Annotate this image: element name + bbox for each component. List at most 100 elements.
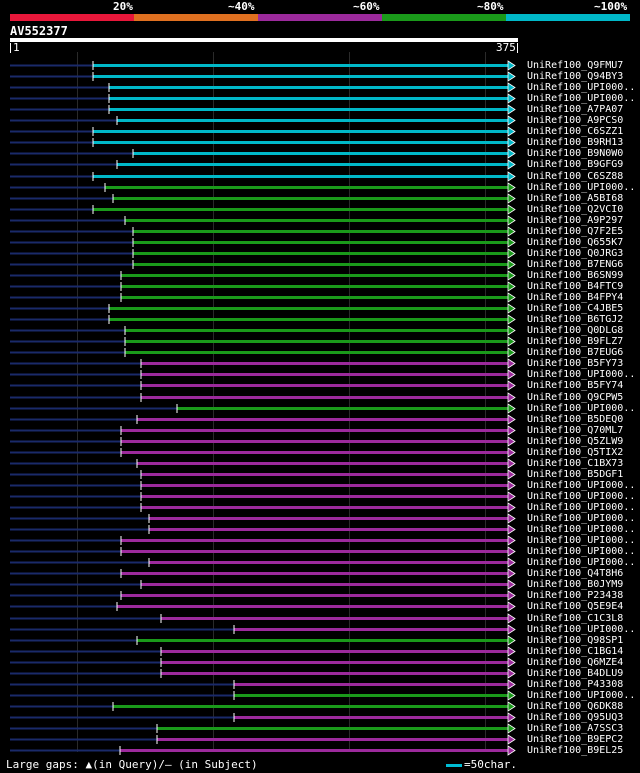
hit-label[interactable]: UniRef100_C4JBE5 bbox=[527, 303, 624, 315]
hit-label[interactable]: UniRef100_Q5TIX2 bbox=[527, 446, 624, 458]
hit-label[interactable]: UniRef100_B7ENG6 bbox=[527, 258, 624, 270]
hit-row[interactable]: UniRef100_Q94BY3 bbox=[0, 71, 640, 82]
hit-row[interactable]: UniRef100_Q655K7 bbox=[0, 237, 640, 248]
hit-label[interactable]: UniRef100_Q95UQ3 bbox=[527, 711, 624, 723]
hit-label[interactable]: UniRef100_A9P297 bbox=[527, 214, 624, 226]
hit-row[interactable]: UniRef100_UPI000.. bbox=[0, 557, 640, 568]
hit-row[interactable]: UniRef100_UPI000.. bbox=[0, 535, 640, 546]
hit-label[interactable]: UniRef100_UPI000.. bbox=[527, 402, 636, 414]
hit-label[interactable]: UniRef100_Q98SP1 bbox=[527, 634, 624, 646]
hit-row[interactable]: UniRef100_UPI000.. bbox=[0, 480, 640, 491]
hit-label[interactable]: UniRef100_Q7F2E5 bbox=[527, 225, 624, 237]
hit-label[interactable]: UniRef100_UPI000.. bbox=[527, 546, 636, 558]
hit-row[interactable]: UniRef100_B5DGF1 bbox=[0, 469, 640, 480]
hit-row[interactable]: UniRef100_UPI000.. bbox=[0, 624, 640, 635]
hit-label[interactable]: UniRef100_B4FTC9 bbox=[527, 281, 624, 292]
hit-label[interactable]: UniRef100_UPI000.. bbox=[527, 524, 636, 536]
hit-row[interactable]: UniRef100_B9EL25 bbox=[0, 745, 640, 756]
hit-row[interactable]: UniRef100_B6TGJ2 bbox=[0, 314, 640, 325]
hit-label[interactable]: UniRef100_A5BI68 bbox=[527, 192, 624, 204]
hit-label[interactable]: UniRef100_UPI000.. bbox=[527, 490, 636, 502]
hit-row[interactable]: UniRef100_B5FY74 bbox=[0, 380, 640, 391]
hit-label[interactable]: UniRef100_A7PA07 bbox=[527, 104, 624, 116]
hit-row[interactable]: UniRef100_UPI000.. bbox=[0, 524, 640, 535]
hit-row[interactable]: UniRef100_A7SSC3 bbox=[0, 723, 640, 734]
hit-row[interactable]: UniRef100_UPI000.. bbox=[0, 82, 640, 93]
hit-label[interactable]: UniRef100_UPI000.. bbox=[527, 689, 636, 701]
hit-row[interactable]: UniRef100_Q5TIX2 bbox=[0, 447, 640, 458]
hit-label[interactable]: UniRef100_UPI000.. bbox=[527, 93, 636, 105]
hit-label[interactable]: UniRef100_B5FY73 bbox=[527, 358, 624, 370]
hit-row[interactable]: UniRef100_B0JYM9 bbox=[0, 579, 640, 590]
hit-row[interactable]: UniRef100_UPI000.. bbox=[0, 513, 640, 524]
hit-label[interactable]: UniRef100_B4FPY4 bbox=[527, 292, 624, 304]
hit-row[interactable]: UniRef100_B9FLZ7 bbox=[0, 336, 640, 347]
hit-label[interactable]: UniRef100_B5DEQ0 bbox=[527, 413, 624, 425]
hit-row[interactable]: UniRef100_Q4T8H6 bbox=[0, 568, 640, 579]
hit-label[interactable]: UniRef100_B7EUG6 bbox=[527, 347, 624, 359]
hit-label[interactable]: UniRef100_Q6MZE4 bbox=[527, 656, 624, 668]
hit-row[interactable]: UniRef100_A9P297 bbox=[0, 215, 640, 226]
hit-label[interactable]: UniRef100_B5DGF1 bbox=[527, 468, 624, 480]
hit-row[interactable]: UniRef100_UPI000.. bbox=[0, 546, 640, 557]
hit-row[interactable]: UniRef100_UPI000.. bbox=[0, 369, 640, 380]
hit-row[interactable]: UniRef100_C1C3L8 bbox=[0, 613, 640, 624]
hit-row[interactable]: UniRef100_UPI000.. bbox=[0, 502, 640, 513]
hit-label[interactable]: UniRef100_UPI000.. bbox=[527, 369, 636, 381]
hit-label[interactable]: UniRef100_Q0DLG8 bbox=[527, 325, 624, 337]
hit-row[interactable]: UniRef100_B7ENG6 bbox=[0, 259, 640, 270]
hit-row[interactable]: UniRef100_P23438 bbox=[0, 590, 640, 601]
hit-row[interactable]: UniRef100_B4DLU9 bbox=[0, 668, 640, 679]
hit-row[interactable]: UniRef100_Q6DK88 bbox=[0, 701, 640, 712]
hit-label[interactable]: UniRef100_B5FY74 bbox=[527, 380, 624, 392]
hit-row[interactable]: UniRef100_Q5E9E4 bbox=[0, 601, 640, 612]
hit-row[interactable]: UniRef100_B5DEQ0 bbox=[0, 414, 640, 425]
hit-row[interactable]: UniRef100_UPI000.. bbox=[0, 491, 640, 502]
hit-label[interactable]: UniRef100_UPI000.. bbox=[527, 623, 636, 635]
hit-row[interactable]: UniRef100_C1BG14 bbox=[0, 646, 640, 657]
hit-label[interactable]: UniRef100_B9EL25 bbox=[527, 745, 624, 757]
hit-label[interactable]: UniRef100_UPI000.. bbox=[527, 557, 636, 569]
hit-label[interactable]: UniRef100_UPI000.. bbox=[527, 535, 636, 547]
hit-label[interactable]: UniRef100_P23438 bbox=[527, 590, 624, 602]
hit-row[interactable]: UniRef100_Q5ZLW9 bbox=[0, 436, 640, 447]
hit-label[interactable]: UniRef100_A7SSC3 bbox=[527, 723, 624, 734]
hit-label[interactable]: UniRef100_B0JYM9 bbox=[527, 579, 624, 591]
hit-row[interactable]: UniRef100_B4FPY4 bbox=[0, 292, 640, 303]
hit-row[interactable]: UniRef100_B9RH13 bbox=[0, 137, 640, 148]
hit-label[interactable]: UniRef100_Q655K7 bbox=[527, 236, 624, 248]
hit-label[interactable]: UniRef100_Q4T8H6 bbox=[527, 568, 624, 580]
hit-row[interactable]: UniRef100_Q70ML7 bbox=[0, 425, 640, 436]
hit-label[interactable]: UniRef100_B9FLZ7 bbox=[527, 336, 624, 348]
hit-row[interactable]: UniRef100_Q98SP1 bbox=[0, 635, 640, 646]
hit-label[interactable]: UniRef100_UPI000.. bbox=[527, 479, 636, 491]
hit-row[interactable]: UniRef100_A7PA07 bbox=[0, 104, 640, 115]
hit-row[interactable]: UniRef100_Q0JRG3 bbox=[0, 248, 640, 259]
hit-label[interactable]: UniRef100_Q9CPW5 bbox=[527, 391, 624, 403]
hit-row[interactable]: UniRef100_P43308 bbox=[0, 679, 640, 690]
hit-row[interactable]: UniRef100_UPI000.. bbox=[0, 93, 640, 104]
hit-label[interactable]: UniRef100_B9GFG9 bbox=[527, 159, 624, 171]
hit-label[interactable]: UniRef100_Q2VCI0 bbox=[527, 203, 624, 215]
hit-label[interactable]: UniRef100_B9EPC2 bbox=[527, 734, 624, 746]
hit-label[interactable]: UniRef100_B9RH13 bbox=[527, 137, 624, 149]
hit-label[interactable]: UniRef100_C6SZ88 bbox=[527, 170, 624, 182]
hit-row[interactable]: UniRef100_UPI000.. bbox=[0, 403, 640, 414]
hit-label[interactable]: UniRef100_C6SZZ1 bbox=[527, 126, 624, 138]
hit-row[interactable]: UniRef100_A9PCS0 bbox=[0, 115, 640, 126]
hit-row[interactable]: UniRef100_C1BX73 bbox=[0, 458, 640, 469]
hit-row[interactable]: UniRef100_B6SN99 bbox=[0, 270, 640, 281]
hit-label[interactable]: UniRef100_Q94BY3 bbox=[527, 71, 624, 83]
hit-label[interactable]: UniRef100_Q9FMU7 bbox=[527, 60, 624, 71]
hit-row[interactable]: UniRef100_B9N0W0 bbox=[0, 148, 640, 159]
hit-label[interactable]: UniRef100_Q70ML7 bbox=[527, 424, 624, 436]
hit-label[interactable]: UniRef100_UPI000.. bbox=[527, 513, 636, 525]
hit-label[interactable]: UniRef100_Q5E9E4 bbox=[527, 601, 624, 613]
hit-label[interactable]: UniRef100_B6TGJ2 bbox=[527, 314, 624, 326]
hit-label[interactable]: UniRef100_Q0JRG3 bbox=[527, 247, 624, 259]
hit-row[interactable]: UniRef100_UPI000.. bbox=[0, 690, 640, 701]
hit-row[interactable]: UniRef100_C6SZ88 bbox=[0, 171, 640, 182]
hit-row[interactable]: UniRef100_B9EPC2 bbox=[0, 734, 640, 745]
hit-label[interactable]: UniRef100_UPI000.. bbox=[527, 181, 636, 193]
hit-row[interactable]: UniRef100_Q0DLG8 bbox=[0, 325, 640, 336]
